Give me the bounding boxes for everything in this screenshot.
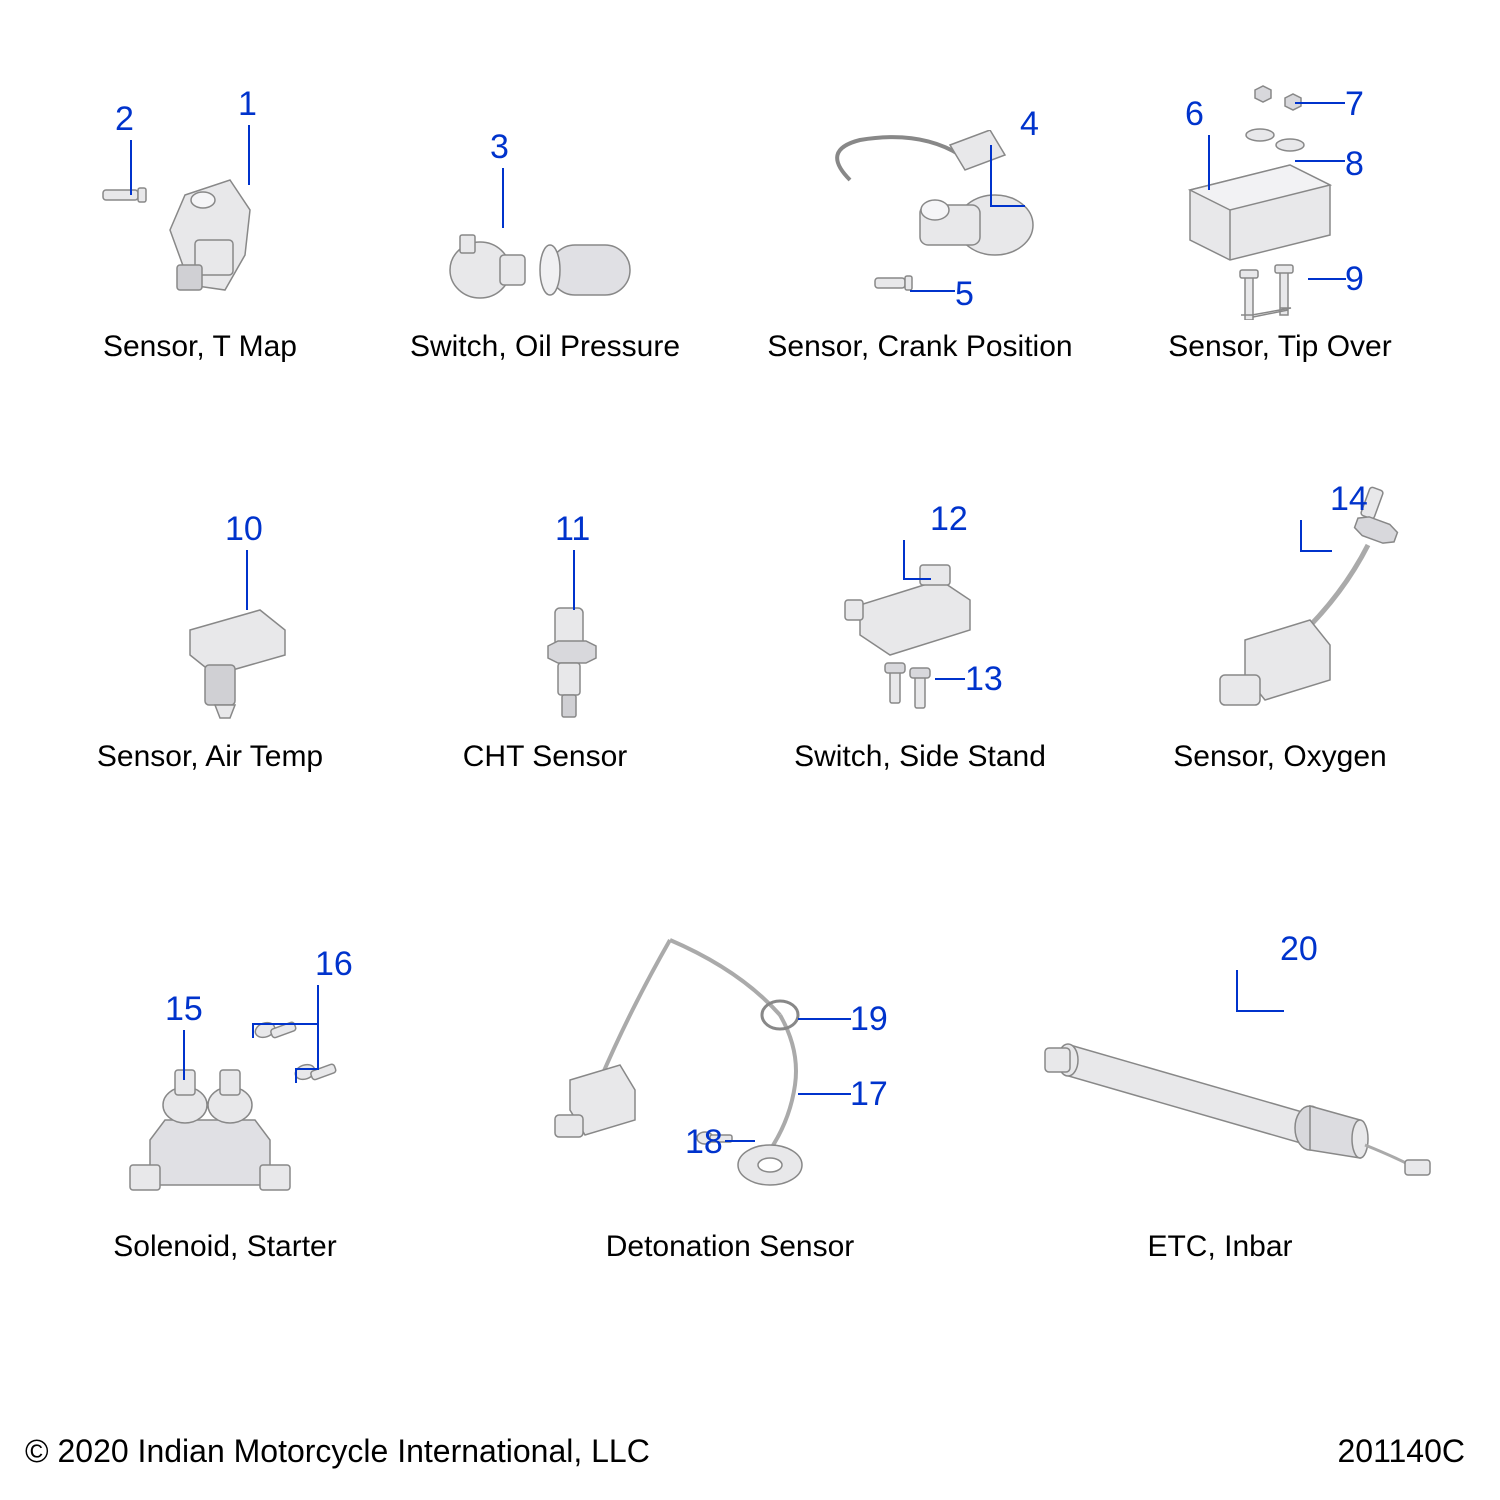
label-etc-inbar: ETC, Inbar bbox=[1147, 1230, 1292, 1264]
label-sensor-oxygen: Sensor, Oxygen bbox=[1173, 740, 1386, 774]
callout-6: 6 bbox=[1185, 95, 1204, 134]
leader-line bbox=[295, 1068, 297, 1083]
label-sensor-tip-over: Sensor, Tip Over bbox=[1168, 330, 1391, 364]
leader-line bbox=[935, 678, 965, 680]
callout-3: 3 bbox=[490, 128, 509, 167]
label-detonation-sensor: Detonation Sensor bbox=[606, 1230, 855, 1264]
callout-8: 8 bbox=[1345, 145, 1364, 184]
callout-17: 17 bbox=[850, 1075, 888, 1114]
leader-line bbox=[725, 1140, 755, 1142]
label-sensor-tmap: Sensor, T Map bbox=[103, 330, 297, 364]
callout-12: 12 bbox=[930, 500, 968, 539]
label-solenoid-starter: Solenoid, Starter bbox=[113, 1230, 336, 1264]
diagram-code: 201140C bbox=[1337, 1433, 1465, 1470]
part-solenoid-starter bbox=[120, 1010, 380, 1220]
part-etc-inbar bbox=[1040, 1000, 1440, 1200]
leader-line bbox=[903, 578, 931, 580]
leader-line bbox=[246, 550, 248, 610]
leader-line bbox=[798, 1018, 851, 1020]
callout-2: 2 bbox=[115, 100, 134, 139]
label-sensor-crank-position: Sensor, Crank Position bbox=[767, 330, 1072, 364]
leader-line bbox=[990, 205, 1025, 207]
callout-5: 5 bbox=[955, 275, 974, 314]
callout-7: 7 bbox=[1345, 85, 1364, 124]
leader-line bbox=[183, 1030, 185, 1080]
leader-line bbox=[1208, 135, 1210, 190]
leader-line bbox=[248, 125, 250, 185]
leader-line bbox=[1300, 550, 1332, 552]
leader-line bbox=[130, 140, 132, 195]
leader-line bbox=[1295, 160, 1345, 162]
part-detonation-sensor bbox=[540, 920, 900, 1220]
leader-line bbox=[1300, 520, 1302, 550]
leader-line bbox=[252, 1023, 254, 1038]
callout-1: 1 bbox=[238, 85, 257, 124]
copyright-text: © 2020 Indian Motorcycle International, … bbox=[25, 1433, 650, 1470]
callout-4: 4 bbox=[1020, 105, 1039, 144]
callout-18: 18 bbox=[685, 1123, 723, 1162]
label-cht-sensor: CHT Sensor bbox=[463, 740, 628, 774]
callout-13: 13 bbox=[965, 660, 1003, 699]
leader-line bbox=[1236, 970, 1238, 1010]
label-sensor-air-temp: Sensor, Air Temp bbox=[97, 740, 323, 774]
leader-line bbox=[295, 1068, 319, 1070]
part-switch-side-stand bbox=[820, 560, 1020, 730]
part-sensor-air-temp bbox=[140, 600, 320, 730]
label-switch-side-stand: Switch, Side Stand bbox=[794, 740, 1046, 774]
parts-diagram: Sensor, T Map Switch, Oil Pressure Senso… bbox=[0, 0, 1500, 1500]
leader-line bbox=[910, 290, 955, 292]
leader-line bbox=[1236, 1010, 1284, 1012]
callout-10: 10 bbox=[225, 510, 263, 549]
callout-14: 14 bbox=[1330, 480, 1368, 519]
leader-line bbox=[252, 1023, 317, 1025]
leader-line bbox=[903, 540, 905, 578]
leader-line bbox=[798, 1093, 851, 1095]
callout-16: 16 bbox=[315, 945, 353, 984]
leader-line bbox=[317, 985, 319, 1025]
part-cht-sensor bbox=[500, 600, 640, 730]
leader-line bbox=[990, 145, 992, 205]
label-switch-oil-pressure: Switch, Oil Pressure bbox=[410, 330, 680, 364]
callout-9: 9 bbox=[1345, 260, 1364, 299]
callout-20: 20 bbox=[1280, 930, 1318, 969]
part-sensor-oxygen bbox=[1170, 480, 1430, 730]
callout-11: 11 bbox=[555, 510, 590, 549]
part-sensor-tmap bbox=[95, 170, 275, 320]
leader-line bbox=[1308, 278, 1346, 280]
callout-19: 19 bbox=[850, 1000, 888, 1039]
callout-15: 15 bbox=[165, 990, 203, 1029]
leader-line bbox=[317, 1025, 319, 1070]
leader-line bbox=[1295, 102, 1345, 104]
leader-line bbox=[502, 168, 504, 228]
part-switch-oil-pressure bbox=[430, 215, 660, 325]
leader-line bbox=[573, 550, 575, 610]
